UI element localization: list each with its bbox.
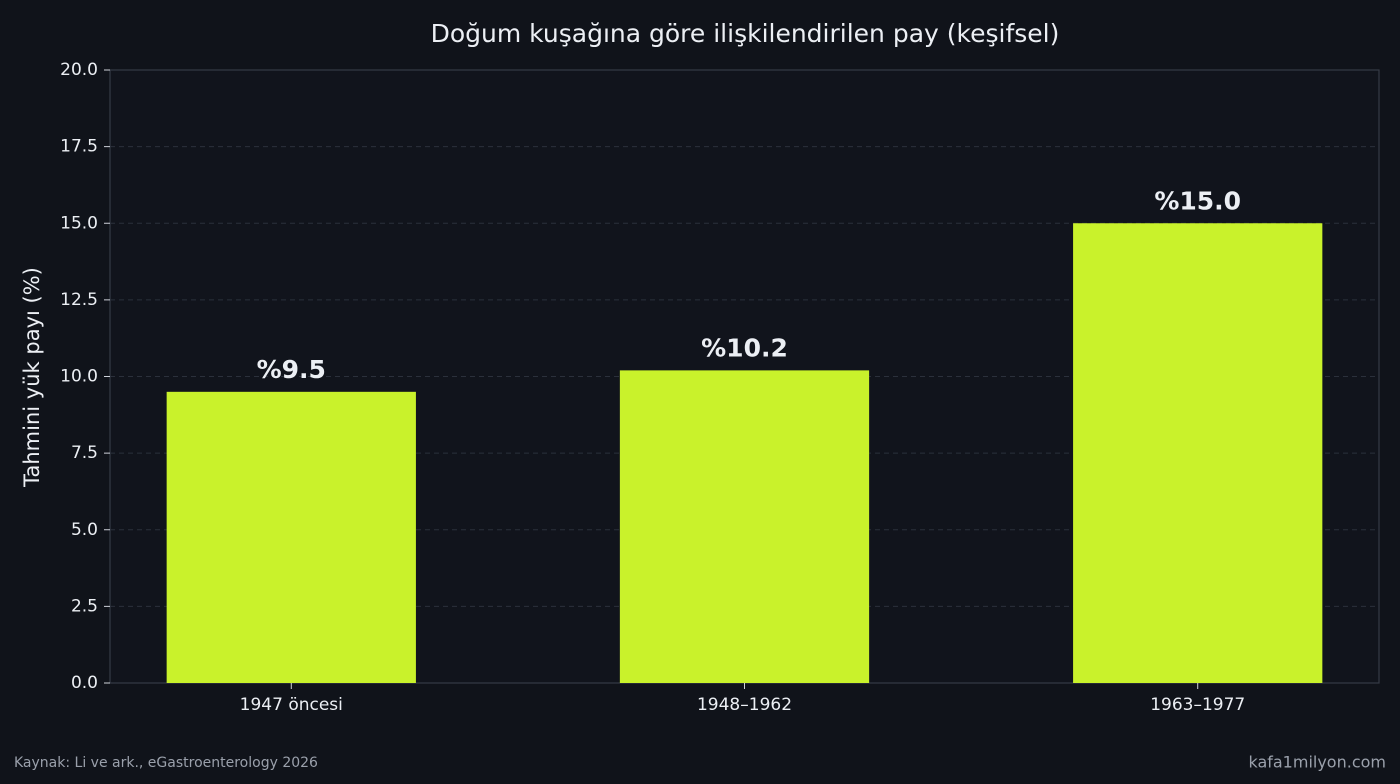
y-tick-label: 12.5 (60, 290, 98, 310)
y-tick-label: 15.0 (60, 213, 98, 233)
y-axis-label: Tahmini yük payı (%) (20, 267, 44, 488)
y-tick-label: 5.0 (71, 520, 98, 540)
credit: kafa1milyon.com (1248, 753, 1386, 772)
y-tick-label: 7.5 (71, 443, 98, 463)
x-tick-label: 1963–1977 (1150, 695, 1245, 715)
x-tick-label: 1947 öncesi (240, 695, 343, 715)
value-label: %15.0 (1154, 186, 1241, 215)
chart-title: Doğum kuşağına göre ilişkilendirilen pay… (431, 19, 1060, 48)
x-tick-label: 1948–1962 (697, 695, 792, 715)
value-label: %10.2 (701, 333, 788, 362)
y-tick-label: 2.5 (71, 596, 98, 616)
value-label: %9.5 (257, 355, 326, 384)
bar (1073, 223, 1323, 683)
bar (166, 391, 416, 683)
bar (619, 370, 870, 683)
y-tick-label: 10.0 (60, 367, 98, 387)
y-tick-label: 20.0 (60, 60, 98, 80)
y-tick-label: 0.0 (71, 673, 98, 693)
y-tick-label: 17.5 (60, 137, 98, 157)
source-note: Kaynak: Li ve ark., eGastroenterology 20… (14, 755, 318, 771)
